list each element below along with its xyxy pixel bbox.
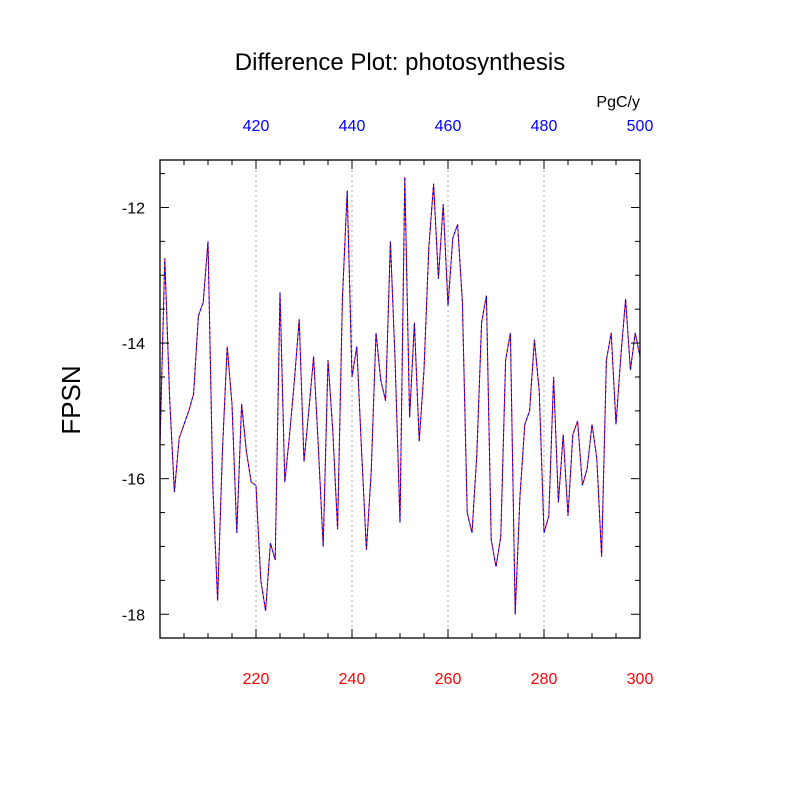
x-tick-label-bottom-280: 280: [531, 671, 558, 688]
y-tick-label--16: -16: [122, 472, 145, 489]
x-tick-label-bottom-300: 300: [627, 671, 654, 688]
grid-lines: [255, 160, 545, 638]
x-tick-label-top-480: 480: [531, 118, 558, 135]
x-tick-label-top-440: 440: [339, 118, 366, 135]
x-tick-label-top-500: 500: [627, 118, 654, 135]
top-axis-units: PgC/y: [596, 94, 640, 111]
y-tick-label--18: -18: [122, 607, 145, 624]
x-tick-label-top-460: 460: [435, 118, 462, 135]
x-tick-label-bottom-220: 220: [243, 671, 270, 688]
axis-ticks: [160, 160, 641, 638]
y-axis-label: FPSN: [56, 365, 86, 434]
y-tick-label--12: -12: [122, 200, 145, 217]
y-tick-label--14: -14: [122, 336, 145, 353]
x-tick-label-bottom-240: 240: [339, 671, 366, 688]
x-tick-label-top-420: 420: [243, 118, 270, 135]
series-line-1: [159, 176, 641, 615]
x-tick-label-bottom-260: 260: [435, 671, 462, 688]
tick-labels: 220 240 260 280 300 420 440 460 480 500 -18 -16 -14 -…: [122, 118, 654, 688]
series-line-2: [159, 176, 641, 615]
chart-title: Difference Plot: photosynthesis: [235, 49, 565, 76]
data-series: [159, 176, 641, 615]
